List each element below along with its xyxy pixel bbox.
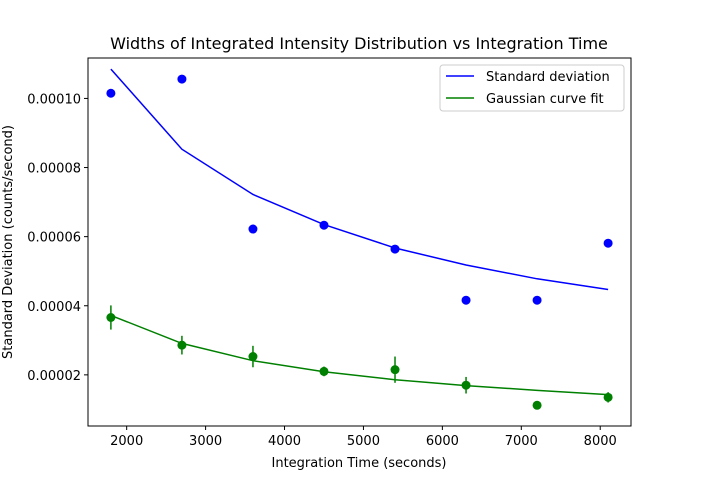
y-tick-label: 0.00002 [27,369,81,384]
y-tick-label: 0.00006 [27,231,81,246]
legend-label-gaussian-curve-fit: Gaussian curve fit [486,92,604,107]
y-tick-label: 0.00010 [27,92,81,107]
x-tick-label: 4000 [268,434,301,449]
x-tick-label: 8000 [584,434,617,449]
gaussian-curve-fit-point [248,352,258,362]
y-axis-label: Standard Deviation (counts/second) [1,125,16,359]
x-tick-label: 2000 [110,434,143,449]
gaussian-curve-fit-line [110,314,609,396]
legend: Standard deviation Gaussian curve fit [439,64,625,112]
gaussian-curve-fit-point [532,400,542,410]
x-tick-label: 3000 [189,434,222,449]
legend-box [439,64,625,112]
y-tick-label: 0.00004 [27,300,81,315]
y-axis: 0.00002 0.00004 0.00006 0.00008 0.00010 [27,92,88,384]
standard-deviation-point [177,74,187,84]
gaussian-curve-fit-point [461,380,471,390]
gaussian-curve-fit-point [603,392,613,402]
chart-title: Widths of Integrated Intensity Distribut… [110,34,608,53]
standard-deviation-line [110,68,609,291]
x-tick-label: 6000 [426,434,459,449]
standard-deviation-point [319,220,329,230]
gaussian-curve-fit-point [319,366,329,376]
gaussian-curve-fit-point [106,313,116,323]
standard-deviation-point [106,88,116,98]
gaussian-curve-fit-point [177,340,187,350]
legend-label-standard-deviation: Standard deviation [486,70,610,85]
standard-deviation-point [461,295,471,305]
standard-deviation-point [603,238,613,248]
x-tick-label: 5000 [347,434,380,449]
standard-deviation-point [532,295,542,305]
gaussian-curve-fit-point [390,365,400,375]
x-tick-label: 7000 [505,434,538,449]
x-axis: 2000 3000 4000 5000 6000 7000 8000 [110,426,617,449]
standard-deviation-point [248,224,258,234]
plot-area [106,68,613,410]
axes-frame [87,57,632,427]
x-axis-label: Integration Time (seconds) [272,456,447,471]
standard-deviation-point [390,244,400,254]
y-tick-label: 0.00008 [27,162,81,177]
